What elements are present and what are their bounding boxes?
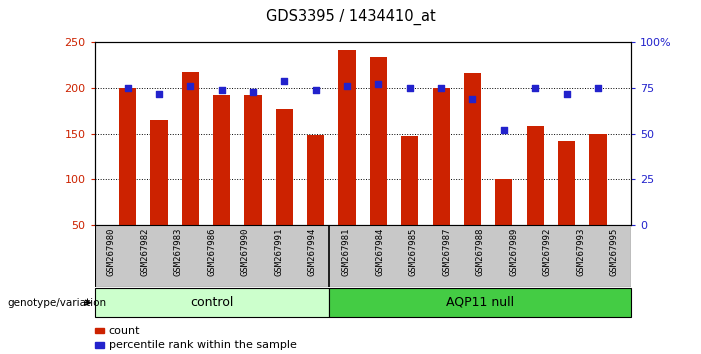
Point (498, 127, 510, 133)
Text: GSM267992: GSM267992 (543, 227, 552, 276)
Text: GSM267986: GSM267986 (207, 227, 217, 276)
Bar (526, 126, 544, 225)
Text: GSM267995: GSM267995 (610, 227, 619, 276)
Bar (182, 72, 199, 225)
Bar (401, 136, 418, 225)
Bar (558, 141, 576, 225)
Text: GSM267994: GSM267994 (308, 227, 317, 276)
Bar (95, 288, 329, 317)
Point (561, 91, 572, 96)
Bar (339, 50, 355, 225)
Text: GSM267989: GSM267989 (509, 227, 518, 276)
Point (247, 89, 259, 95)
Point (185, 84, 196, 89)
Bar (590, 133, 606, 225)
Text: GSM267980: GSM267980 (107, 227, 116, 276)
Point (154, 91, 165, 96)
Point (592, 85, 604, 91)
Text: GSM267991: GSM267991 (275, 227, 283, 276)
Text: AQP11 null: AQP11 null (446, 296, 514, 309)
Bar (213, 95, 231, 225)
Text: percentile rank within the sample: percentile rank within the sample (109, 340, 297, 350)
Point (373, 81, 384, 87)
Text: GSM267990: GSM267990 (241, 227, 250, 276)
Text: GSM267988: GSM267988 (475, 227, 484, 276)
Point (404, 85, 416, 91)
Text: GSM267985: GSM267985 (409, 227, 418, 276)
Point (341, 84, 353, 89)
Point (435, 85, 447, 91)
Bar (495, 179, 512, 225)
Text: GSM267987: GSM267987 (442, 227, 451, 276)
Bar (433, 88, 450, 225)
Text: GSM267993: GSM267993 (576, 227, 585, 276)
Point (529, 85, 540, 91)
Text: GSM267983: GSM267983 (174, 227, 183, 276)
Text: GSM267984: GSM267984 (375, 227, 384, 276)
Text: count: count (109, 326, 140, 336)
Bar (329, 288, 631, 317)
Text: GDS3395 / 1434410_at: GDS3395 / 1434410_at (266, 9, 435, 25)
Text: GSM267981: GSM267981 (341, 227, 350, 276)
Text: GSM267982: GSM267982 (140, 227, 149, 276)
Text: genotype/variation: genotype/variation (7, 298, 106, 308)
Bar (95, 328, 104, 333)
Text: control: control (190, 296, 233, 309)
Bar (275, 109, 293, 225)
Bar (370, 57, 387, 225)
Point (467, 96, 478, 102)
Bar (150, 120, 168, 225)
Bar (464, 73, 481, 225)
Bar (119, 88, 136, 225)
Point (310, 87, 321, 93)
Bar (95, 342, 104, 348)
Point (216, 87, 227, 93)
Point (279, 78, 290, 84)
Bar (307, 136, 325, 225)
Bar (245, 95, 261, 225)
Point (122, 85, 133, 91)
